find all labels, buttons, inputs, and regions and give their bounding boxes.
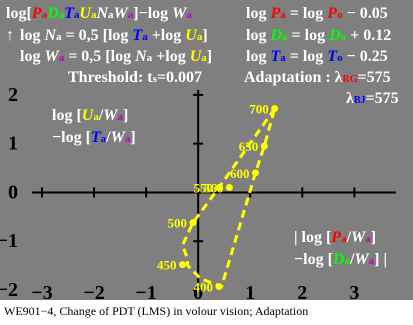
- data-label: 550: [194, 181, 214, 196]
- x-axis-label-line-1: | log [Pa/Wa]: [294, 229, 376, 246]
- x-tick-label: 1: [245, 282, 255, 304]
- data-point: [260, 142, 268, 150]
- data-label: 450: [157, 258, 177, 273]
- x-axis-label-line-2: −log [Da/Wa] |: [294, 251, 387, 268]
- formula-2: log Na = 0,5 [log Ta +log Ua]: [20, 27, 208, 44]
- threshold-label: Threshold: ts=0.007: [68, 69, 202, 86]
- data-point: [251, 169, 259, 177]
- formula-3: log Wa = 0,5 [log Na +log Ua]: [20, 48, 212, 65]
- data-label: 700: [249, 102, 269, 117]
- y-axis-label-line-1: log [Ua/Wa]: [52, 107, 128, 124]
- x-tick-label: −3: [31, 282, 52, 304]
- x-tick-label: −2: [83, 282, 104, 304]
- series-line: [180, 107, 277, 289]
- data-label: 650: [239, 139, 259, 154]
- x-ticks: −3 −2 −1 0 1 2 3: [31, 187, 359, 304]
- y-tick-label: −1: [0, 230, 18, 252]
- data-point: [271, 105, 279, 113]
- x-tick-label: 0: [193, 282, 203, 304]
- data-point: [215, 184, 223, 192]
- arrow-up-icon: ↑: [6, 27, 14, 44]
- right-formula-3: log Ta = log To − 0.25: [246, 48, 388, 65]
- header-formulas: log[PaDaTaUaNaWa]−log Wa ↑ log Na = 0,5 …: [6, 5, 399, 107]
- data-label: 400: [194, 280, 214, 295]
- data-label: 500: [167, 216, 187, 231]
- caption: WE901−4, Change of PDT (LMS) in volour v…: [4, 304, 309, 318]
- data-label: 560: [204, 181, 224, 196]
- right-formula-2: log Da = log Do + 0.12: [246, 27, 391, 44]
- chart-background: [0, 0, 413, 300]
- data-point: [225, 184, 233, 192]
- y-tick-label: −2: [0, 279, 18, 301]
- data-label: 600: [230, 166, 250, 181]
- right-formula-1: log Pa = log Po − 0.05: [246, 5, 388, 22]
- y-axis-label-line-2: −log [Ta/Wa]: [52, 129, 136, 146]
- data-point: [215, 283, 223, 291]
- y-tick-label: 2: [8, 84, 18, 106]
- y-tick-label: 1: [8, 133, 18, 155]
- axes: −3 −2 −1 0 1 2 3 −2 −1 0 1 2: [0, 84, 396, 304]
- adaptation-label: Adaptation : λRG=575: [244, 69, 391, 86]
- data-point: [189, 219, 197, 227]
- x-tick-label: 2: [297, 282, 307, 304]
- data-point: [179, 261, 187, 269]
- x-tick-label: −1: [135, 282, 156, 304]
- x-tick-label: 3: [349, 282, 359, 304]
- lambda-bj-label: λBJ=575: [346, 90, 399, 107]
- formula-1: log[PaDaTaUaNaWa]−log Wa: [6, 5, 192, 22]
- y-ticks: −2 −1 0 1 2: [0, 84, 204, 301]
- y-tick-label: 0: [8, 181, 18, 203]
